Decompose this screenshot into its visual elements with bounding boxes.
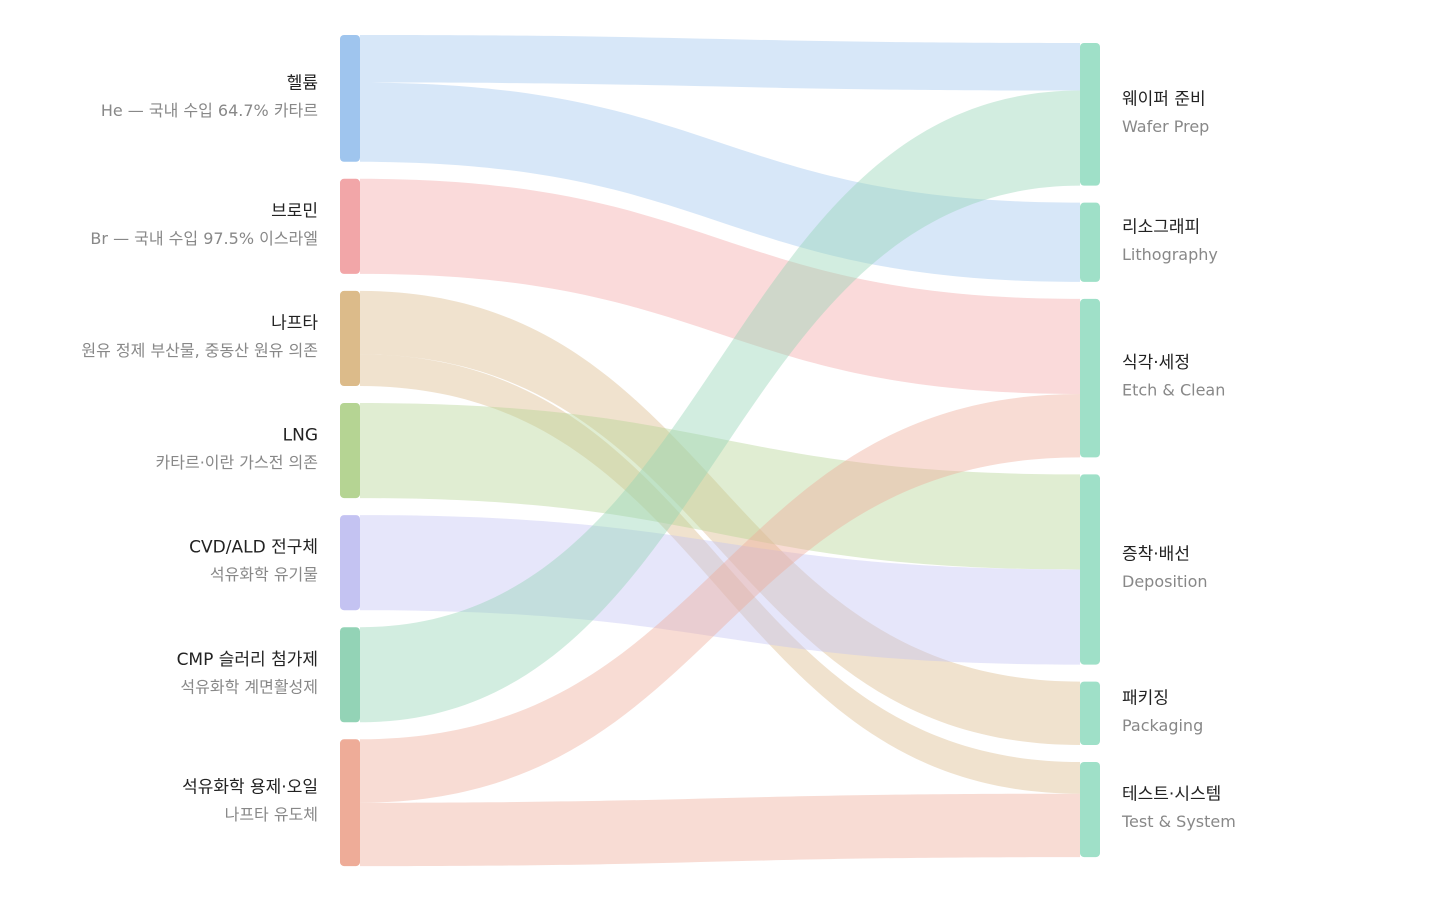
target-node <box>1080 762 1100 858</box>
source-node <box>340 515 360 611</box>
flow <box>360 403 1080 570</box>
target-label: 패키징 <box>1122 688 1169 708</box>
target-sublabel: Test & System <box>1121 812 1236 831</box>
target-sublabel: Wafer Prep <box>1122 117 1209 136</box>
target-node <box>1080 298 1100 458</box>
links <box>360 35 1080 867</box>
source-sublabel: 석유화학 유기물 <box>210 565 318 584</box>
target-node <box>1080 474 1100 665</box>
target-node <box>1080 43 1100 186</box>
target-node <box>1080 202 1100 282</box>
target-sublabel: Lithography <box>1122 245 1218 264</box>
source-node <box>340 627 360 723</box>
source-node <box>340 739 360 867</box>
source-sublabel: 석유화학 계면활성제 <box>180 677 318 696</box>
flow <box>360 515 1080 665</box>
source-sublabel: 나프타 유도체 <box>225 805 318 824</box>
target-label: 증착·배선 <box>1122 545 1190 565</box>
target-label: 테스트·시스템 <box>1122 785 1221 805</box>
source-node <box>340 290 360 386</box>
source-sublabel: He — 국내 수입 64.7% 카타르 <box>101 101 318 120</box>
source-node <box>340 178 360 274</box>
flow <box>360 290 1080 745</box>
target-sublabel: Packaging <box>1122 716 1203 735</box>
target-sublabel: Deposition <box>1122 572 1208 591</box>
target-node <box>1080 681 1100 745</box>
source-label: 브로민 <box>271 201 318 221</box>
target-label: 식각·세정 <box>1122 353 1190 373</box>
source-sublabel: Br — 국내 수입 97.5% 이스라엘 <box>90 229 318 248</box>
flow <box>360 354 1080 794</box>
source-label: LNG <box>283 426 318 446</box>
source-sublabel: 카타르·이란 가스전 의존 <box>156 453 318 472</box>
flow <box>360 35 1080 91</box>
source-label: 석유화학 용제·오일 <box>182 778 318 798</box>
flow <box>360 178 1080 394</box>
source-label: 나프타 <box>271 313 318 333</box>
source-node <box>340 35 360 162</box>
source-label: 헬륨 <box>287 73 318 93</box>
flow <box>360 394 1080 803</box>
source-label: CMP 슬러리 첨가제 <box>177 650 318 670</box>
source-sublabel: 원유 정제 부산물, 중동산 원유 의존 <box>81 341 318 360</box>
target-label: 웨이퍼 준비 <box>1122 89 1206 109</box>
source-label: CVD/ALD 전구체 <box>189 538 318 558</box>
target-sublabel: Etch & Clean <box>1122 381 1225 400</box>
flow <box>360 82 1080 282</box>
flow <box>360 793 1080 867</box>
source-node <box>340 403 360 499</box>
target-label: 리소그래피 <box>1122 217 1200 237</box>
flow <box>360 90 1080 723</box>
